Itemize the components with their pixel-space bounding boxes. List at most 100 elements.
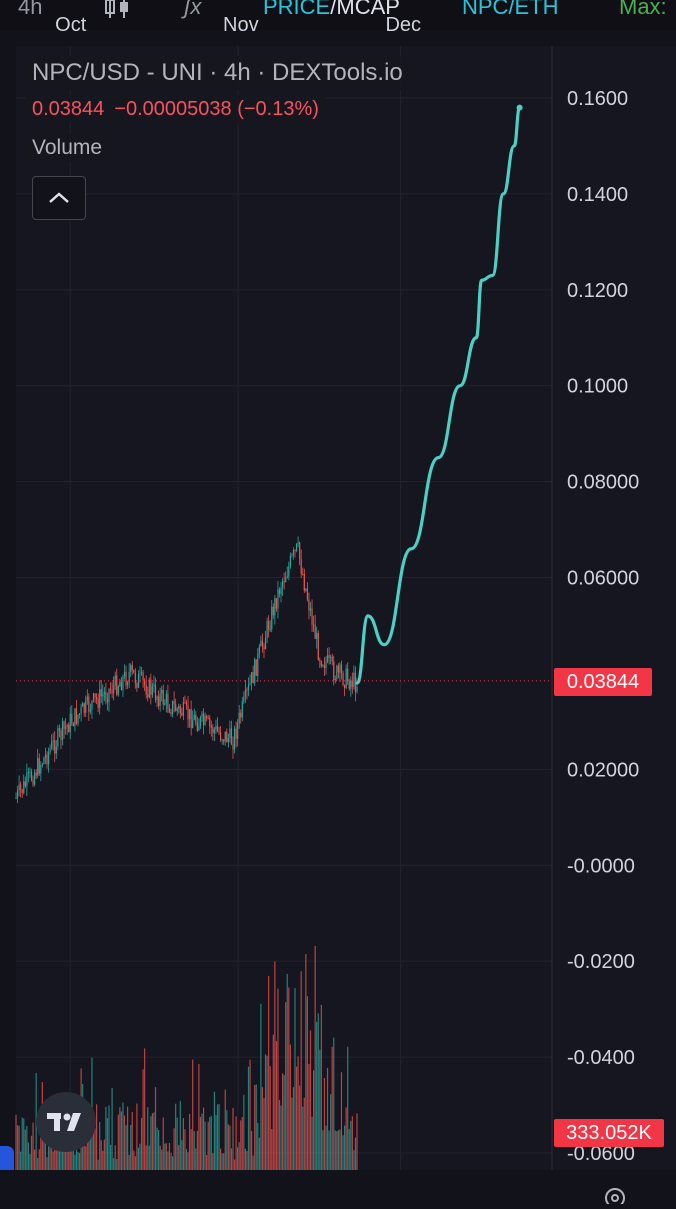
candle-body bbox=[106, 698, 109, 703]
volume-bar bbox=[193, 1131, 195, 1170]
volume-bar bbox=[198, 1064, 200, 1170]
volume-bar bbox=[325, 1125, 327, 1170]
candle-body bbox=[139, 673, 141, 675]
volume-bar bbox=[85, 1146, 87, 1170]
volume-bar bbox=[144, 1048, 146, 1170]
candle-body bbox=[68, 724, 70, 733]
volume-bar bbox=[251, 1131, 253, 1170]
volume-bar bbox=[65, 1136, 67, 1170]
volume-bar bbox=[286, 973, 288, 1170]
y-tick-label: 0.1200 bbox=[567, 280, 628, 302]
candle-body bbox=[85, 700, 87, 713]
volume-bar bbox=[257, 1122, 259, 1170]
candle-body bbox=[280, 587, 282, 595]
candle-body bbox=[69, 713, 71, 733]
volume-bar bbox=[44, 1127, 47, 1170]
volume-bar bbox=[125, 1125, 127, 1170]
candle-body bbox=[18, 784, 20, 791]
candle-body bbox=[119, 682, 121, 687]
candle-body bbox=[78, 713, 81, 715]
volume-bar bbox=[294, 988, 296, 1170]
y-tick-label: 0.1000 bbox=[567, 376, 628, 398]
candle-body bbox=[189, 709, 191, 720]
candle-body bbox=[161, 689, 163, 694]
volume-bar bbox=[213, 1091, 215, 1170]
collapse-legend-button[interactable] bbox=[32, 176, 86, 220]
candle-body bbox=[261, 640, 264, 646]
candle-body bbox=[195, 714, 197, 723]
candle-body bbox=[297, 542, 299, 544]
volume-bar bbox=[30, 1135, 33, 1170]
volume-bar bbox=[353, 1150, 355, 1170]
candle-body bbox=[61, 721, 64, 740]
candle-body bbox=[331, 656, 333, 662]
candle-body bbox=[80, 706, 82, 714]
candle-body bbox=[300, 559, 302, 574]
max-button[interactable]: Max: bbox=[619, 0, 667, 19]
price-mcap-toggle[interactable]: PRICE/MCAP bbox=[263, 0, 400, 20]
candle-body bbox=[136, 683, 138, 688]
candle-body bbox=[103, 692, 105, 695]
volume-bar bbox=[47, 1145, 50, 1170]
chart-area[interactable] bbox=[16, 46, 676, 1170]
settings-gear-icon[interactable] bbox=[600, 1184, 630, 1208]
candle-body bbox=[99, 689, 101, 708]
legend-price-value: 0.03844 bbox=[32, 98, 105, 120]
volume-bar bbox=[356, 1113, 358, 1170]
volume-bar bbox=[260, 1003, 262, 1170]
candle-body bbox=[354, 672, 357, 692]
volume-bar bbox=[289, 1044, 291, 1170]
candle-body bbox=[316, 633, 318, 639]
volume-bar bbox=[142, 1069, 144, 1170]
volume-bar bbox=[40, 1112, 42, 1170]
chevron-up-icon bbox=[49, 192, 69, 203]
volume-bar bbox=[212, 1153, 214, 1170]
volume-bar bbox=[255, 1084, 257, 1170]
candle-body bbox=[345, 668, 347, 688]
candle-body bbox=[275, 598, 277, 609]
candle-body bbox=[133, 669, 135, 673]
interval-selector[interactable]: 4h bbox=[18, 0, 43, 19]
candle-body bbox=[291, 554, 293, 556]
candle-body bbox=[74, 708, 76, 727]
candle-body bbox=[75, 708, 78, 724]
candle-body bbox=[116, 675, 118, 695]
volume-bar bbox=[226, 1110, 228, 1170]
volume-bar bbox=[55, 1131, 57, 1170]
candle-body bbox=[57, 728, 59, 747]
time-axis[interactable] bbox=[0, 1170, 676, 1200]
candle-body bbox=[283, 581, 285, 583]
candle-body bbox=[238, 712, 240, 724]
tradingview-logo-icon[interactable] bbox=[36, 1092, 96, 1152]
candle-body bbox=[336, 665, 338, 680]
candle-body bbox=[151, 686, 153, 695]
indicators-fx-icon[interactable]: ʃx bbox=[184, 0, 202, 19]
volume-bar bbox=[147, 1107, 149, 1170]
pair-selector[interactable]: NPC/ETH bbox=[462, 0, 559, 19]
volume-bar bbox=[175, 1103, 177, 1170]
volume-bar bbox=[156, 1127, 158, 1170]
volume-bar bbox=[337, 1130, 339, 1170]
candle-body bbox=[356, 686, 358, 692]
candle-body bbox=[221, 739, 223, 741]
volume-bar bbox=[314, 945, 316, 1170]
volume-bar bbox=[187, 1152, 189, 1170]
candle-body bbox=[340, 664, 343, 673]
volume-bar bbox=[154, 1087, 157, 1170]
volume-bar bbox=[192, 1059, 194, 1170]
volume-bar bbox=[99, 1121, 101, 1170]
candle-body bbox=[144, 680, 146, 685]
candle-body bbox=[92, 693, 95, 701]
volume-tag: 333.052K bbox=[554, 1119, 664, 1147]
volume-bar bbox=[218, 1103, 220, 1170]
volume-bar bbox=[113, 1158, 115, 1170]
candles-icon[interactable] bbox=[104, 0, 132, 26]
candle-body bbox=[128, 672, 130, 683]
volume-bar bbox=[350, 1120, 352, 1170]
candle-body bbox=[237, 723, 239, 739]
volume-bar bbox=[342, 1135, 344, 1170]
volume-bar bbox=[347, 1046, 349, 1170]
candle-body bbox=[199, 716, 202, 726]
volume-bar bbox=[258, 1137, 260, 1170]
